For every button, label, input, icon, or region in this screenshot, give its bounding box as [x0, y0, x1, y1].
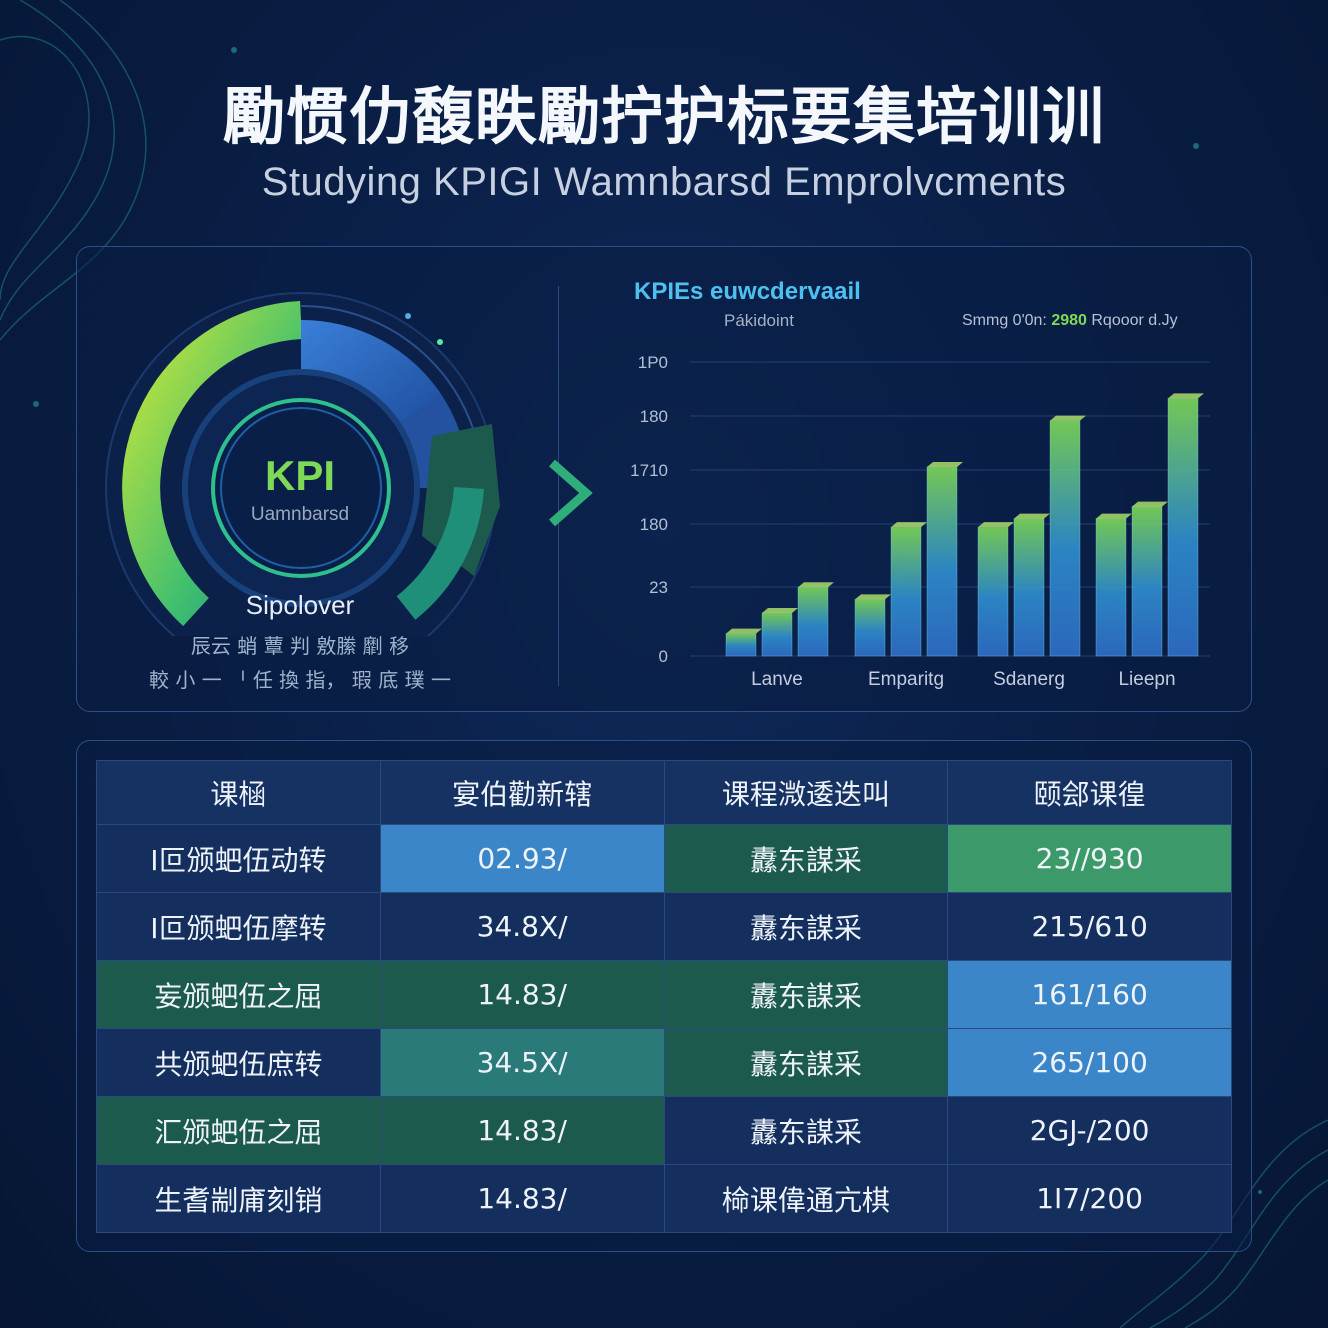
table-cell: 纛东謀采: [663, 824, 949, 893]
table-cell: Ⅰ叵颁蚆伍摩转: [96, 892, 381, 961]
chart-bar: [890, 526, 922, 657]
table-header-cell: 颐郐课徨: [947, 760, 1232, 825]
chart-bar: [1095, 518, 1127, 657]
table-cell: 265/100: [947, 1028, 1232, 1097]
x-category-label: Emparitg: [868, 669, 944, 690]
table-cell: 椧课偉通亢棋: [663, 1164, 949, 1233]
page-subtitle: Studying KPIGI Wamnbarsd Emprolvcments: [261, 160, 1067, 204]
table-cell: 14.83/: [379, 1164, 665, 1233]
gauge-label: Sipolover: [245, 590, 355, 620]
table-cell: 161/160: [947, 960, 1232, 1029]
x-category-label: Lanve: [751, 669, 803, 690]
y-tick-label: 1P0: [638, 353, 668, 372]
table-cell: Ⅰ叵颁蚆伍动转: [96, 824, 381, 893]
table-cell: 纛东謀采: [663, 1096, 949, 1165]
chart-bar-cap: [978, 522, 1014, 528]
table-header-row: 课㮀 宴伯勸新辖 课程溦逶迭叫 颐郐课徨: [96, 760, 1232, 825]
table-header-cell: 宴伯勸新辖: [379, 760, 665, 825]
table-row: Ⅰ叵颁蚆伍摩转 34.8Ⅹ/纛东謀采 215/610: [96, 892, 1232, 961]
gauge-caption-line-1: 辰云 蛸 蕈 判 敫縢 劘 移: [190, 634, 410, 658]
x-category-label: Sdanerg: [993, 669, 1065, 690]
table-header-cell: 课程溦逶迭叫: [663, 760, 949, 825]
kpi-gauge: [105, 292, 500, 636]
table-cell: 34.5Ⅹ/: [379, 1028, 665, 1097]
table-header-cell: 课㮀: [96, 760, 381, 825]
chart-legend: Smmg 0'0n: 2980 Rqooor d.Jy: [962, 312, 1178, 330]
table-row: 妄颁蚆伍之屈 14.83/纛东謀采 161/160: [96, 960, 1232, 1029]
chart-bar: [977, 526, 1009, 657]
gauge-center-subtitle: Uamnbarsd: [250, 504, 350, 525]
chart-bar: [1131, 506, 1163, 657]
table-row: 汇颁蚆伍之屈 14.83/纛东謀采 2GJ-/200: [96, 1096, 1232, 1165]
kpi-table: 课㮀 宴伯勸新辖 课程溦逶迭叫 颐郐课徨 Ⅰ叵颁蚆伍动转 02.93/纛东謀采 23…: [96, 760, 1232, 1233]
chart-bar: [725, 633, 757, 657]
chart-bar: [1013, 518, 1045, 657]
gauge-caption-line-2: 較 小 一 ᅵ 任 換 指， 瑕 底 璞 一: [149, 668, 451, 692]
chart-bar-cap: [1014, 513, 1050, 519]
table-cell: 215/610: [947, 892, 1232, 961]
chart-bar-cap: [798, 582, 834, 588]
chart-bar: [1049, 420, 1081, 657]
table-cell: 34.8Ⅹ/: [379, 892, 665, 961]
table-cell: 纛东謀采: [663, 892, 949, 961]
page-title: 勵惯仂馥眣勵拧护标要集培训训: [222, 80, 1105, 153]
x-category-label: Lieepn: [1118, 669, 1175, 690]
chart-legend-suffix: Rqooor d.Jy: [1091, 312, 1178, 329]
chart-bar-cap: [1168, 393, 1204, 399]
chart-subtitle: Pákidoint: [724, 311, 794, 330]
chart-legend-prefix: Smmg 0'0n:: [962, 312, 1047, 329]
table-cell: 妄颁蚆伍之屈: [96, 960, 381, 1029]
chart-bar-cap: [1132, 501, 1168, 507]
y-tick-label: 0: [659, 647, 668, 666]
chart-bar-cap: [762, 608, 798, 614]
table-row: 共颁蚆伍庶转 34.5Ⅹ/纛东謀采 265/100: [96, 1028, 1232, 1097]
panel-divider: [558, 286, 559, 686]
gauge-center-title: KPI: [264, 452, 335, 499]
y-tick-label: 180: [640, 515, 668, 534]
chart-bar-cap: [891, 522, 927, 528]
chart-bar-cap: [1096, 513, 1132, 519]
table-cell: 生耆剬庯刻销: [96, 1164, 381, 1233]
chart-bar-cap: [855, 594, 891, 600]
chart-bar-cap: [726, 628, 762, 634]
chart-bar: [854, 598, 886, 657]
table-row: Ⅰ叵颁蚆伍动转 02.93/纛东謀采 23//930: [96, 824, 1232, 893]
table-cell: 汇颁蚆伍之屈: [96, 1096, 381, 1165]
table-row: 生耆剬庯刻销 14.83/椧课偉通亢棋 1Ⅰ7/200: [96, 1164, 1232, 1233]
chart-bar-cap: [1050, 415, 1086, 421]
table-cell: 23//930: [947, 824, 1232, 893]
y-tick-label: 180: [640, 407, 668, 426]
y-tick-label: 23: [649, 578, 668, 597]
table-cell: 纛东謀采: [663, 960, 949, 1029]
kpi-bar-chart: 0 23 180 1710 180 1P0 Lanve Emparitg Sdanerg Liee…: [630, 353, 1210, 690]
table-cell: 14.83/: [379, 1096, 665, 1165]
table-cell: 纛东謀采: [663, 1028, 949, 1097]
y-tick-label: 1710: [630, 461, 668, 480]
table-cell: 14.83/: [379, 960, 665, 1029]
chart-bar: [761, 612, 793, 657]
chart-bar: [1167, 397, 1199, 657]
chart-bar: [926, 466, 958, 657]
table-cell: 02.93/: [379, 824, 665, 893]
chart-title: KPIEs euwcdervaail: [634, 278, 861, 305]
table-cell: 共颁蚆伍庶转: [96, 1028, 381, 1097]
chart-legend-value: 2980: [1051, 312, 1087, 329]
chevron-right-icon: [549, 459, 593, 527]
table-cell: 2GJ-/200: [947, 1096, 1232, 1165]
chart-bar-cap: [927, 462, 963, 468]
chart-bar: [797, 586, 829, 657]
table-cell: 1Ⅰ7/200: [947, 1164, 1232, 1233]
